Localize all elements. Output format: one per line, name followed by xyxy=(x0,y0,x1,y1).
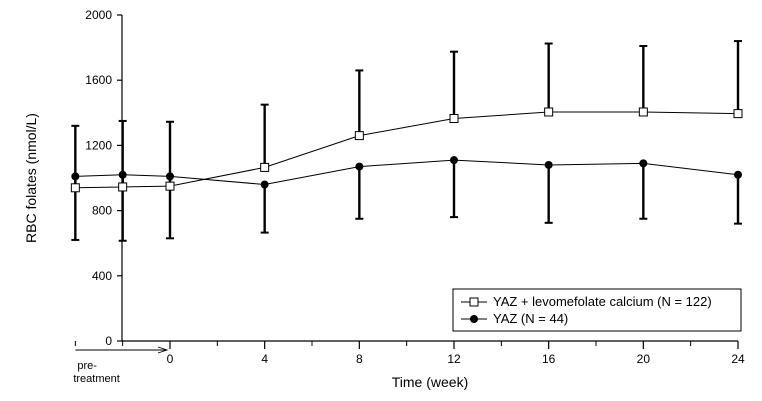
data-point-yaz-levomefolate xyxy=(165,181,175,191)
legend-marker-yaz-levomefolate xyxy=(469,297,479,307)
x-tick-label: 12 xyxy=(447,352,461,366)
series-line-yaz xyxy=(75,159,739,186)
x-tick-label: 20 xyxy=(637,352,651,366)
data-point-yaz xyxy=(355,162,364,171)
data-point-yaz-levomefolate xyxy=(733,109,743,119)
data-point-yaz-levomefolate xyxy=(118,182,128,192)
y-axis-title: RBC folates (nmol/L) xyxy=(23,113,39,243)
x-axis-title: Time (week) xyxy=(392,374,469,390)
data-point-yaz xyxy=(450,156,458,165)
data-point-yaz xyxy=(71,172,80,181)
data-point-yaz-levomefolate xyxy=(354,131,364,141)
data-point-yaz xyxy=(118,170,127,179)
pretreatment-arrow-head xyxy=(157,346,169,354)
data-point-yaz-levomefolate xyxy=(449,114,459,124)
data-point-yaz-levomefolate xyxy=(638,107,648,117)
data-point-yaz xyxy=(166,172,174,181)
legend: YAZ + levomefolate calcium (N = 122) YAZ … xyxy=(452,288,742,332)
y-tick-label: 1600 xyxy=(85,73,112,87)
legend-label-yaz-levomefolate: YAZ + levomefolate calcium (N = 122) xyxy=(493,294,712,309)
y-tick-label: 2000 xyxy=(85,8,112,22)
y-tick-label: 800 xyxy=(92,204,112,218)
legend-box xyxy=(452,288,742,332)
x-tick-label: 24 xyxy=(731,352,745,366)
legend-marker-yaz xyxy=(470,315,478,323)
data-point-yaz-levomefolate xyxy=(70,183,80,193)
y-tick-label: 400 xyxy=(92,269,112,283)
chart-marks xyxy=(70,40,743,242)
pretreatment-label-line1: pre- xyxy=(77,360,97,372)
legend-label-yaz: YAZ (N = 44) xyxy=(493,311,568,326)
axes: 0 400 800 1200 1600 2000 0 4 8 12 16 20 24 pre-treatm… xyxy=(23,8,745,390)
data-point-yaz-levomefolate xyxy=(544,107,554,117)
x-tick-label: 0 xyxy=(167,352,174,366)
x-tick-label: 4 xyxy=(261,352,268,366)
data-point-yaz xyxy=(544,160,553,169)
data-point-yaz xyxy=(639,159,648,168)
data-point-yaz-levomefolate xyxy=(260,162,270,172)
y-tick-label: 0 xyxy=(105,334,112,348)
x-tick-label: 16 xyxy=(542,352,556,366)
x-tick-label: 8 xyxy=(356,352,363,366)
pretreatment-label-line2: treatment xyxy=(73,373,119,385)
data-point-yaz xyxy=(260,180,269,189)
y-tick-label: 1200 xyxy=(85,138,112,152)
data-point-yaz xyxy=(734,170,742,179)
